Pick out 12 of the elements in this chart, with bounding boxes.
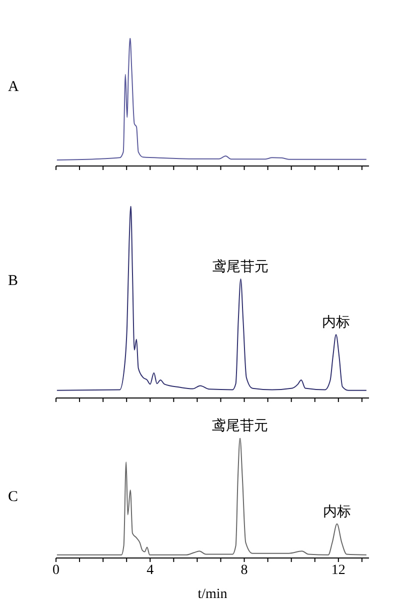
annotation: 鸢尾苷元 [212,418,268,434]
x-axis-title: t/min [198,587,228,602]
annotation: 内标 [322,314,350,331]
annotation: 内标 [322,504,351,520]
text: A [8,78,19,96]
text: C [8,488,18,506]
x-tick-label: 8 [240,562,248,578]
text: B [8,273,18,290]
x-tick-label: 12 [331,562,346,578]
x-tick-label: 0 [52,562,60,578]
x-tick-label: 4 [146,562,154,578]
annotation: 鸢尾苷元 [212,258,269,275]
